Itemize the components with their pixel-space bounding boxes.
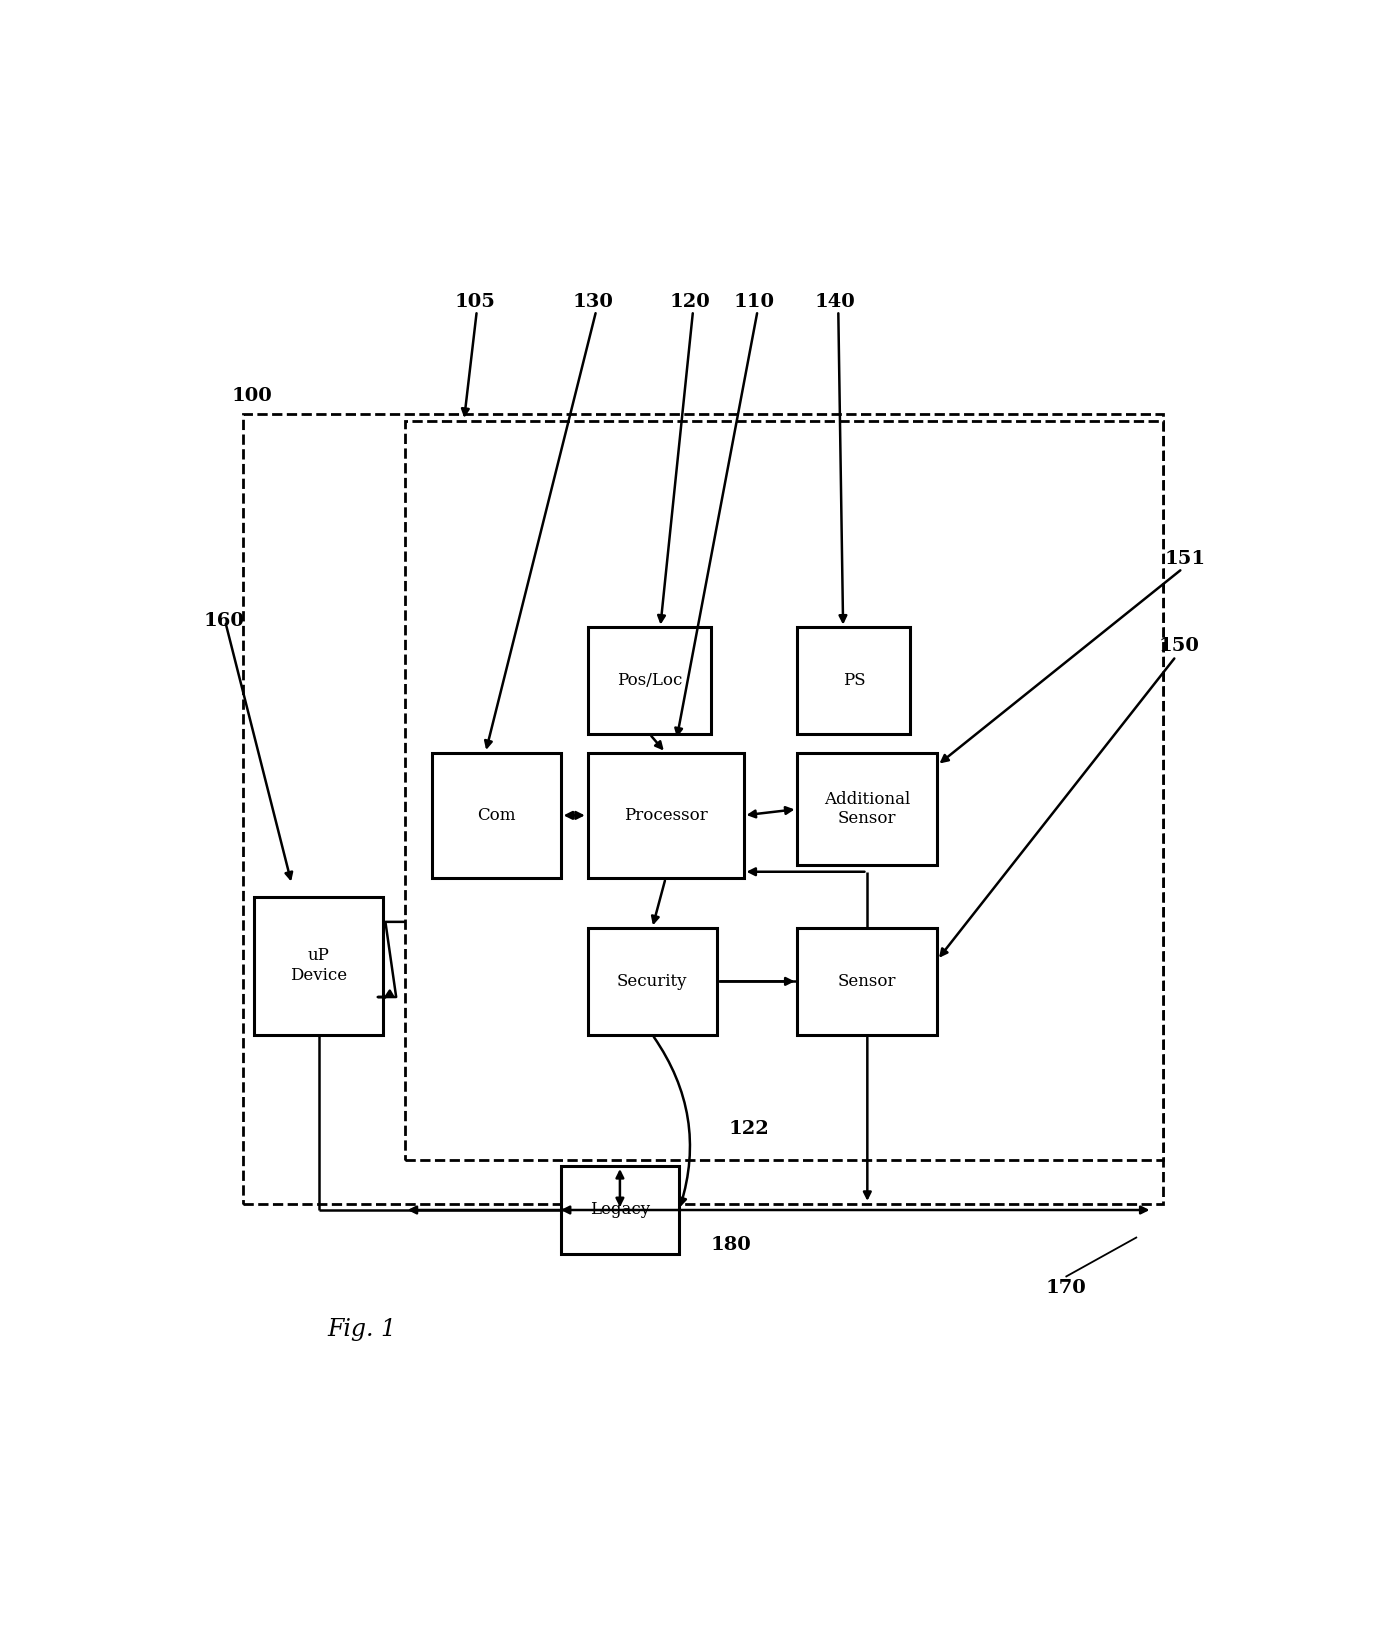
Text: 100: 100 bbox=[232, 387, 272, 405]
Text: uP
Device: uP Device bbox=[290, 947, 347, 984]
Text: 140: 140 bbox=[815, 293, 855, 311]
Bar bbox=[587, 628, 712, 734]
Text: Com: Com bbox=[477, 807, 515, 823]
Bar bbox=[797, 753, 937, 866]
Bar bbox=[797, 628, 911, 734]
Text: Fig. 1: Fig. 1 bbox=[328, 1318, 396, 1341]
Bar bbox=[561, 1167, 679, 1254]
Text: 105: 105 bbox=[454, 293, 496, 311]
Text: PS: PS bbox=[843, 672, 865, 690]
Text: 120: 120 bbox=[669, 293, 711, 311]
Text: 180: 180 bbox=[711, 1237, 751, 1254]
Text: Processor: Processor bbox=[623, 807, 708, 823]
Bar bbox=[405, 421, 1163, 1160]
Bar bbox=[587, 927, 716, 1035]
Text: Legacy: Legacy bbox=[590, 1201, 650, 1219]
Bar bbox=[432, 753, 561, 879]
Bar bbox=[243, 415, 1163, 1204]
Bar bbox=[587, 753, 744, 879]
Text: 160: 160 bbox=[204, 612, 244, 630]
Text: 110: 110 bbox=[734, 293, 775, 311]
Text: Security: Security bbox=[616, 973, 687, 989]
Text: 151: 151 bbox=[1165, 550, 1205, 568]
Bar bbox=[797, 927, 937, 1035]
Text: 130: 130 bbox=[573, 293, 613, 311]
Text: 122: 122 bbox=[729, 1119, 769, 1137]
Text: Pos/Loc: Pos/Loc bbox=[616, 672, 682, 690]
Bar bbox=[254, 896, 383, 1035]
Text: 170: 170 bbox=[1047, 1279, 1087, 1297]
Text: 150: 150 bbox=[1159, 638, 1199, 656]
Text: Additional
Sensor: Additional Sensor bbox=[824, 791, 911, 828]
Text: Sensor: Sensor bbox=[838, 973, 897, 989]
